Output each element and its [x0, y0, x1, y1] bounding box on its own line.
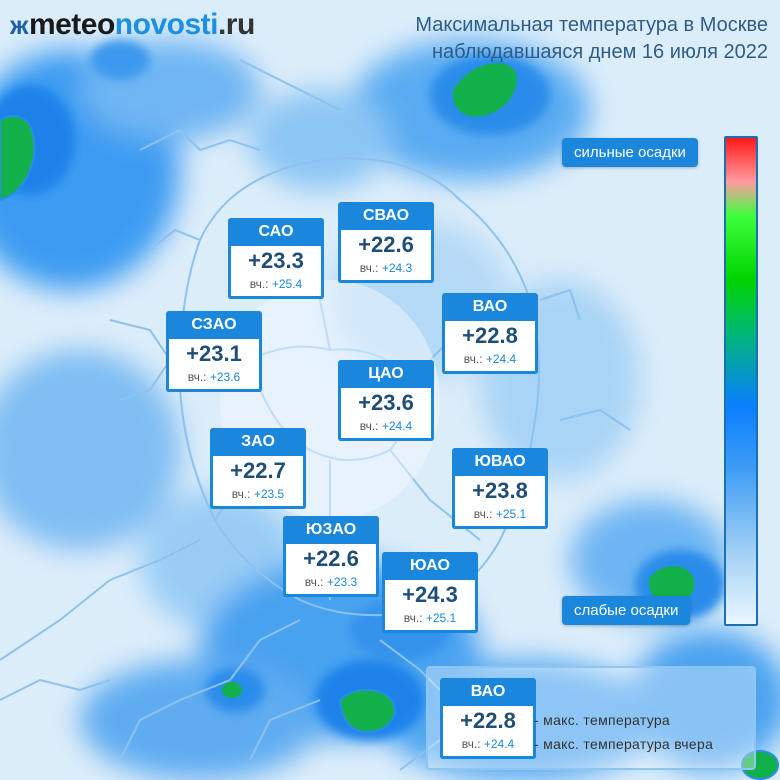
yesterday-temp: +25.1: [495, 507, 527, 521]
district-name: СВАО: [338, 202, 434, 230]
scale-label-light: слабые осадки: [562, 596, 691, 625]
district-temp: +23.1: [186, 341, 242, 366]
district-name: СЗАО: [166, 311, 262, 339]
legend-district-name: ВАО: [440, 678, 536, 706]
district-card-yuao: ЮАО +24.3 вч.: +25.1: [382, 552, 478, 633]
district-temp: +22.6: [358, 232, 414, 257]
yesterday-temp: +24.4: [485, 352, 517, 366]
legend-box: ВАО +22.8 вч.: +24.4 - макс. температура…: [426, 666, 756, 770]
district-temp: +22.7: [230, 458, 286, 483]
legend-max-temp-label: - макс. температура: [534, 712, 671, 728]
district-temp: +23.8: [472, 478, 528, 503]
district-card-yuzao: ЮЗАО +22.6 вч.: +23.3: [283, 516, 379, 597]
legend-district-temp: +22.8: [460, 708, 516, 733]
district-name: ЮАО: [382, 552, 478, 580]
legend-yesterday-label: - макс. температура вчера: [534, 736, 714, 752]
legend-yesterday-prefix: вч.:: [461, 737, 481, 751]
logo-icon: ж: [10, 10, 28, 40]
district-name: ЗАО: [210, 428, 306, 456]
yesterday-temp: +24.4: [381, 419, 413, 433]
yesterday-prefix: вч.:: [231, 487, 251, 501]
legend-yesterday-temp: +24.4: [483, 737, 515, 751]
district-temp: +22.6: [303, 546, 359, 571]
yesterday-temp: +23.5: [253, 487, 285, 501]
site-logo[interactable]: жmeteonovosti.ru: [10, 8, 255, 42]
logo-part-meteo: meteo: [28, 8, 115, 41]
yesterday-prefix: вч.:: [359, 419, 379, 433]
logo-part-domain: .ru: [217, 8, 255, 41]
yesterday-prefix: вч.:: [304, 575, 324, 589]
yesterday-temp: +23.3: [326, 575, 358, 589]
yesterday-temp: +25.1: [425, 611, 457, 625]
district-card-sao: САО +23.3 вч.: +25.4: [228, 218, 324, 299]
page-title: Максимальная температура в Москве наблюд…: [415, 12, 768, 66]
district-card-yuvao: ЮВАО +23.8 вч.: +25.1: [452, 448, 548, 529]
district-card-vao: ВАО +22.8 вч.: +24.4: [442, 293, 538, 374]
district-temp: +22.8: [462, 323, 518, 348]
title-line-2: наблюдавшаяся днем 16 июля 2022: [432, 41, 768, 63]
district-name: ЦАО: [338, 360, 434, 388]
district-name: САО: [228, 218, 324, 246]
district-card-zao: ЗАО +22.7 вч.: +23.5: [210, 428, 306, 509]
district-name: ВАО: [442, 293, 538, 321]
yesterday-prefix: вч.:: [249, 277, 269, 291]
district-temp: +23.6: [358, 390, 414, 415]
yesterday-temp: +25.4: [271, 277, 303, 291]
yesterday-prefix: вч.:: [403, 611, 423, 625]
district-card-szao: СЗАО +23.1 вч.: +23.6: [166, 311, 262, 392]
yesterday-prefix: вч.:: [473, 507, 493, 521]
yesterday-prefix: вч.:: [463, 352, 483, 366]
yesterday-prefix: вч.:: [359, 261, 379, 275]
district-temp: +24.3: [402, 582, 458, 607]
legend-sample-card: ВАО +22.8 вч.: +24.4: [440, 678, 536, 759]
district-name: ЮЗАО: [283, 516, 379, 544]
yesterday-temp: +24.3: [381, 261, 413, 275]
title-line-1: Максимальная температура в Москве: [415, 14, 768, 36]
district-name: ЮВАО: [452, 448, 548, 476]
rain-blobs-heavy: [0, 60, 779, 780]
scale-label-heavy: сильные осадки: [562, 138, 698, 167]
district-card-svao: СВАО +22.6 вч.: +24.3: [338, 202, 434, 283]
yesterday-prefix: вч.:: [187, 370, 207, 384]
yesterday-temp: +23.6: [209, 370, 241, 384]
precipitation-scale-bar: [724, 136, 758, 626]
logo-part-novosti: novosti: [114, 8, 219, 41]
district-temp: +23.3: [248, 248, 304, 273]
district-card-cao: ЦАО +23.6 вч.: +24.4: [338, 360, 434, 441]
